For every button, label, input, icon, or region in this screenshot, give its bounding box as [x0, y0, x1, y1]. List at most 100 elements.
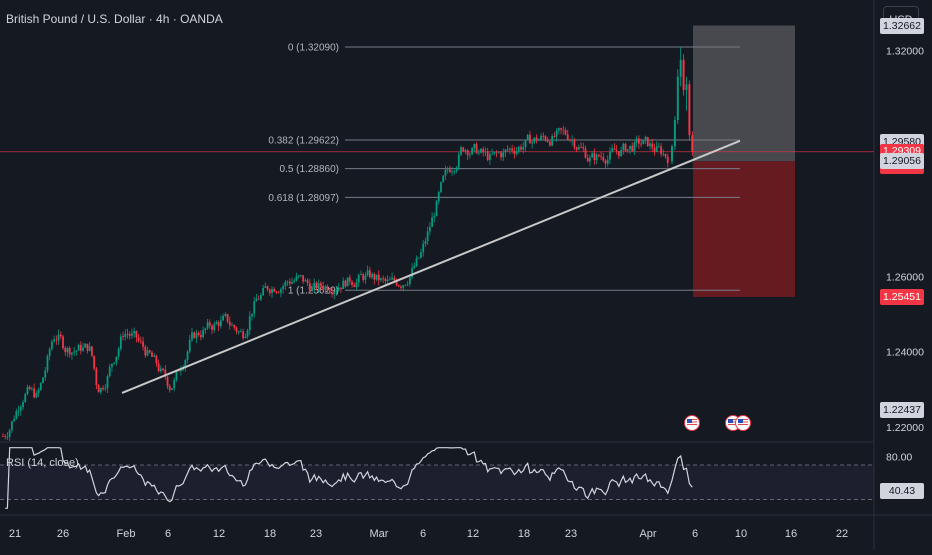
candle-body — [529, 134, 531, 144]
candle-body — [629, 145, 631, 150]
candle-body — [624, 143, 627, 152]
candle-body — [333, 291, 336, 295]
time-axis-label: 10 — [735, 528, 747, 540]
candle-body — [388, 279, 391, 281]
candle-body — [119, 336, 122, 349]
price-tag: 1.32662 — [880, 17, 924, 34]
candle-body — [513, 150, 516, 154]
candle-body — [382, 278, 385, 280]
candle-body — [566, 134, 569, 140]
candle-body — [326, 286, 329, 291]
candle-body — [495, 151, 498, 153]
fib-level-label: 0.618 (1.28097) — [268, 193, 339, 204]
candle-body — [86, 343, 89, 351]
rsi-indicator-label[interactable]: RSI (14, close) — [6, 457, 79, 469]
candle-body — [186, 351, 189, 361]
us-flag-event-icon[interactable] — [684, 415, 700, 431]
rsi-axis-label: 80.00 — [886, 451, 912, 463]
candle-body — [126, 333, 129, 335]
candle-body — [331, 292, 333, 295]
candle-body — [437, 192, 440, 202]
candle-body — [651, 143, 654, 148]
price-tag: 1.25451 — [880, 288, 924, 305]
candle-body — [175, 370, 178, 380]
us-flag-event-icon[interactable] — [735, 415, 751, 431]
candle-body — [560, 128, 562, 130]
candle-body — [526, 134, 529, 140]
candle-body — [313, 282, 316, 288]
candle-body — [609, 151, 611, 160]
candle-body — [213, 324, 216, 330]
candle-body — [248, 316, 251, 331]
candle-body — [469, 154, 471, 156]
candle-body — [231, 325, 233, 326]
candle-body — [602, 156, 605, 161]
time-axis-label: 18 — [518, 528, 530, 540]
candle-body — [111, 363, 113, 368]
candle-body — [455, 167, 458, 171]
candle-body — [117, 348, 120, 357]
candle-body — [366, 270, 369, 276]
candle-body — [511, 148, 514, 151]
price-tag: 1.29056 — [880, 153, 924, 170]
candle-body — [293, 280, 296, 283]
candle-body — [282, 286, 285, 290]
candle-body — [557, 128, 560, 131]
time-axis-label: 6 — [165, 528, 171, 540]
candle-body — [139, 340, 142, 342]
candle-body — [2, 436, 4, 438]
candle-body — [415, 258, 418, 266]
price-tag: 1.22437 — [880, 402, 924, 419]
candle-body — [553, 136, 556, 137]
price-axis-label: 1.22000 — [886, 422, 924, 434]
candle-body — [344, 280, 347, 287]
candle-body — [537, 139, 540, 141]
candle-body — [246, 330, 249, 337]
candle-body — [522, 147, 525, 150]
candle-body — [666, 156, 669, 164]
candle-body — [569, 139, 571, 141]
candle-body — [471, 148, 474, 155]
candle-body — [649, 143, 651, 146]
candle-body — [164, 369, 167, 377]
candle-body — [633, 142, 636, 152]
candle-body — [491, 153, 494, 155]
candle-body — [113, 362, 116, 364]
candle-body — [351, 281, 353, 286]
candle-body — [315, 282, 318, 289]
candle-body — [95, 368, 98, 385]
candle-body — [573, 140, 576, 148]
candle-body — [168, 386, 171, 390]
candle-body — [242, 331, 245, 338]
candle-body — [266, 286, 269, 290]
candle-body — [153, 355, 156, 357]
candle-body — [208, 322, 211, 326]
candle-body — [644, 136, 647, 140]
candle-body — [360, 274, 362, 275]
candle-body — [535, 137, 538, 141]
candle-body — [44, 370, 47, 378]
candle-body — [400, 286, 402, 288]
candle-body — [577, 147, 580, 150]
candle-body — [406, 283, 409, 285]
candle-body — [482, 148, 485, 153]
candle-body — [595, 154, 598, 161]
candle-body — [53, 339, 56, 342]
candle-body — [635, 138, 638, 143]
candle-body — [275, 291, 278, 293]
candle-body — [506, 149, 509, 151]
candle-body — [322, 285, 325, 290]
candle-body — [304, 280, 307, 282]
candle-body — [297, 275, 300, 277]
candle-body — [691, 135, 694, 152]
candle-body — [4, 436, 7, 438]
candle-body — [486, 151, 489, 160]
candle-body — [676, 76, 679, 121]
candle-body — [411, 268, 413, 278]
rsi-band-fill — [0, 465, 874, 500]
candle-body — [271, 288, 273, 294]
candle-body — [408, 277, 411, 284]
candle-body — [273, 288, 276, 292]
